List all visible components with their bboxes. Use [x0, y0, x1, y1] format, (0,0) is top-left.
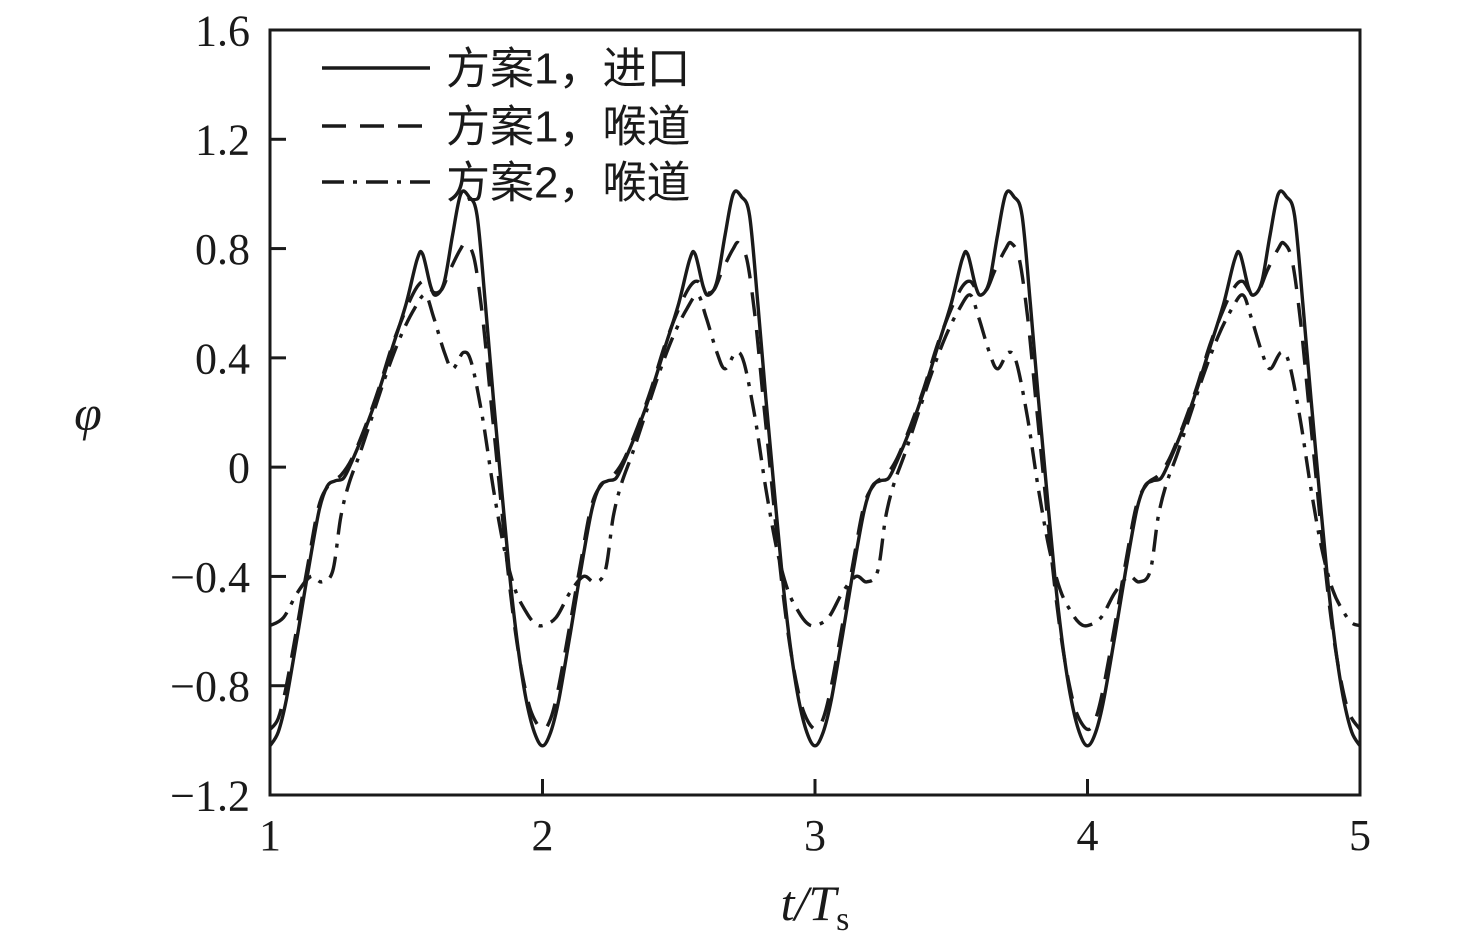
- y-tick-label: −0.4: [170, 553, 250, 602]
- x-tick-label: 2: [532, 811, 554, 860]
- x-tick-label: 1: [259, 811, 281, 860]
- y-tick-label: 0.4: [195, 334, 250, 383]
- y-tick-label: −1.2: [170, 771, 250, 820]
- plot-frame: [268, 28, 1362, 797]
- y-tick-label: 0: [228, 444, 250, 493]
- y-axis-label: φ: [74, 385, 102, 441]
- series-curve-1: [270, 189, 1360, 748]
- legend-label-3: 方案2，喉道: [446, 158, 690, 207]
- x-axis-label: t/Ts: [781, 875, 850, 938]
- curves-group: [270, 189, 1360, 748]
- legend-label-2: 方案1，喉道: [446, 102, 690, 151]
- y-tick-label: 1.2: [195, 116, 250, 165]
- x-tick-label: 3: [804, 811, 826, 860]
- x-tick-label: 4: [1077, 811, 1099, 860]
- y-tick-label: 1.6: [195, 6, 250, 55]
- x-tick-label: 5: [1349, 811, 1371, 860]
- y-tick-label: −0.8: [170, 662, 250, 711]
- series-curve-3: [270, 293, 1360, 628]
- legend-label-1: 方案1，进口: [446, 44, 690, 93]
- y-tick-label: 0.8: [195, 225, 250, 274]
